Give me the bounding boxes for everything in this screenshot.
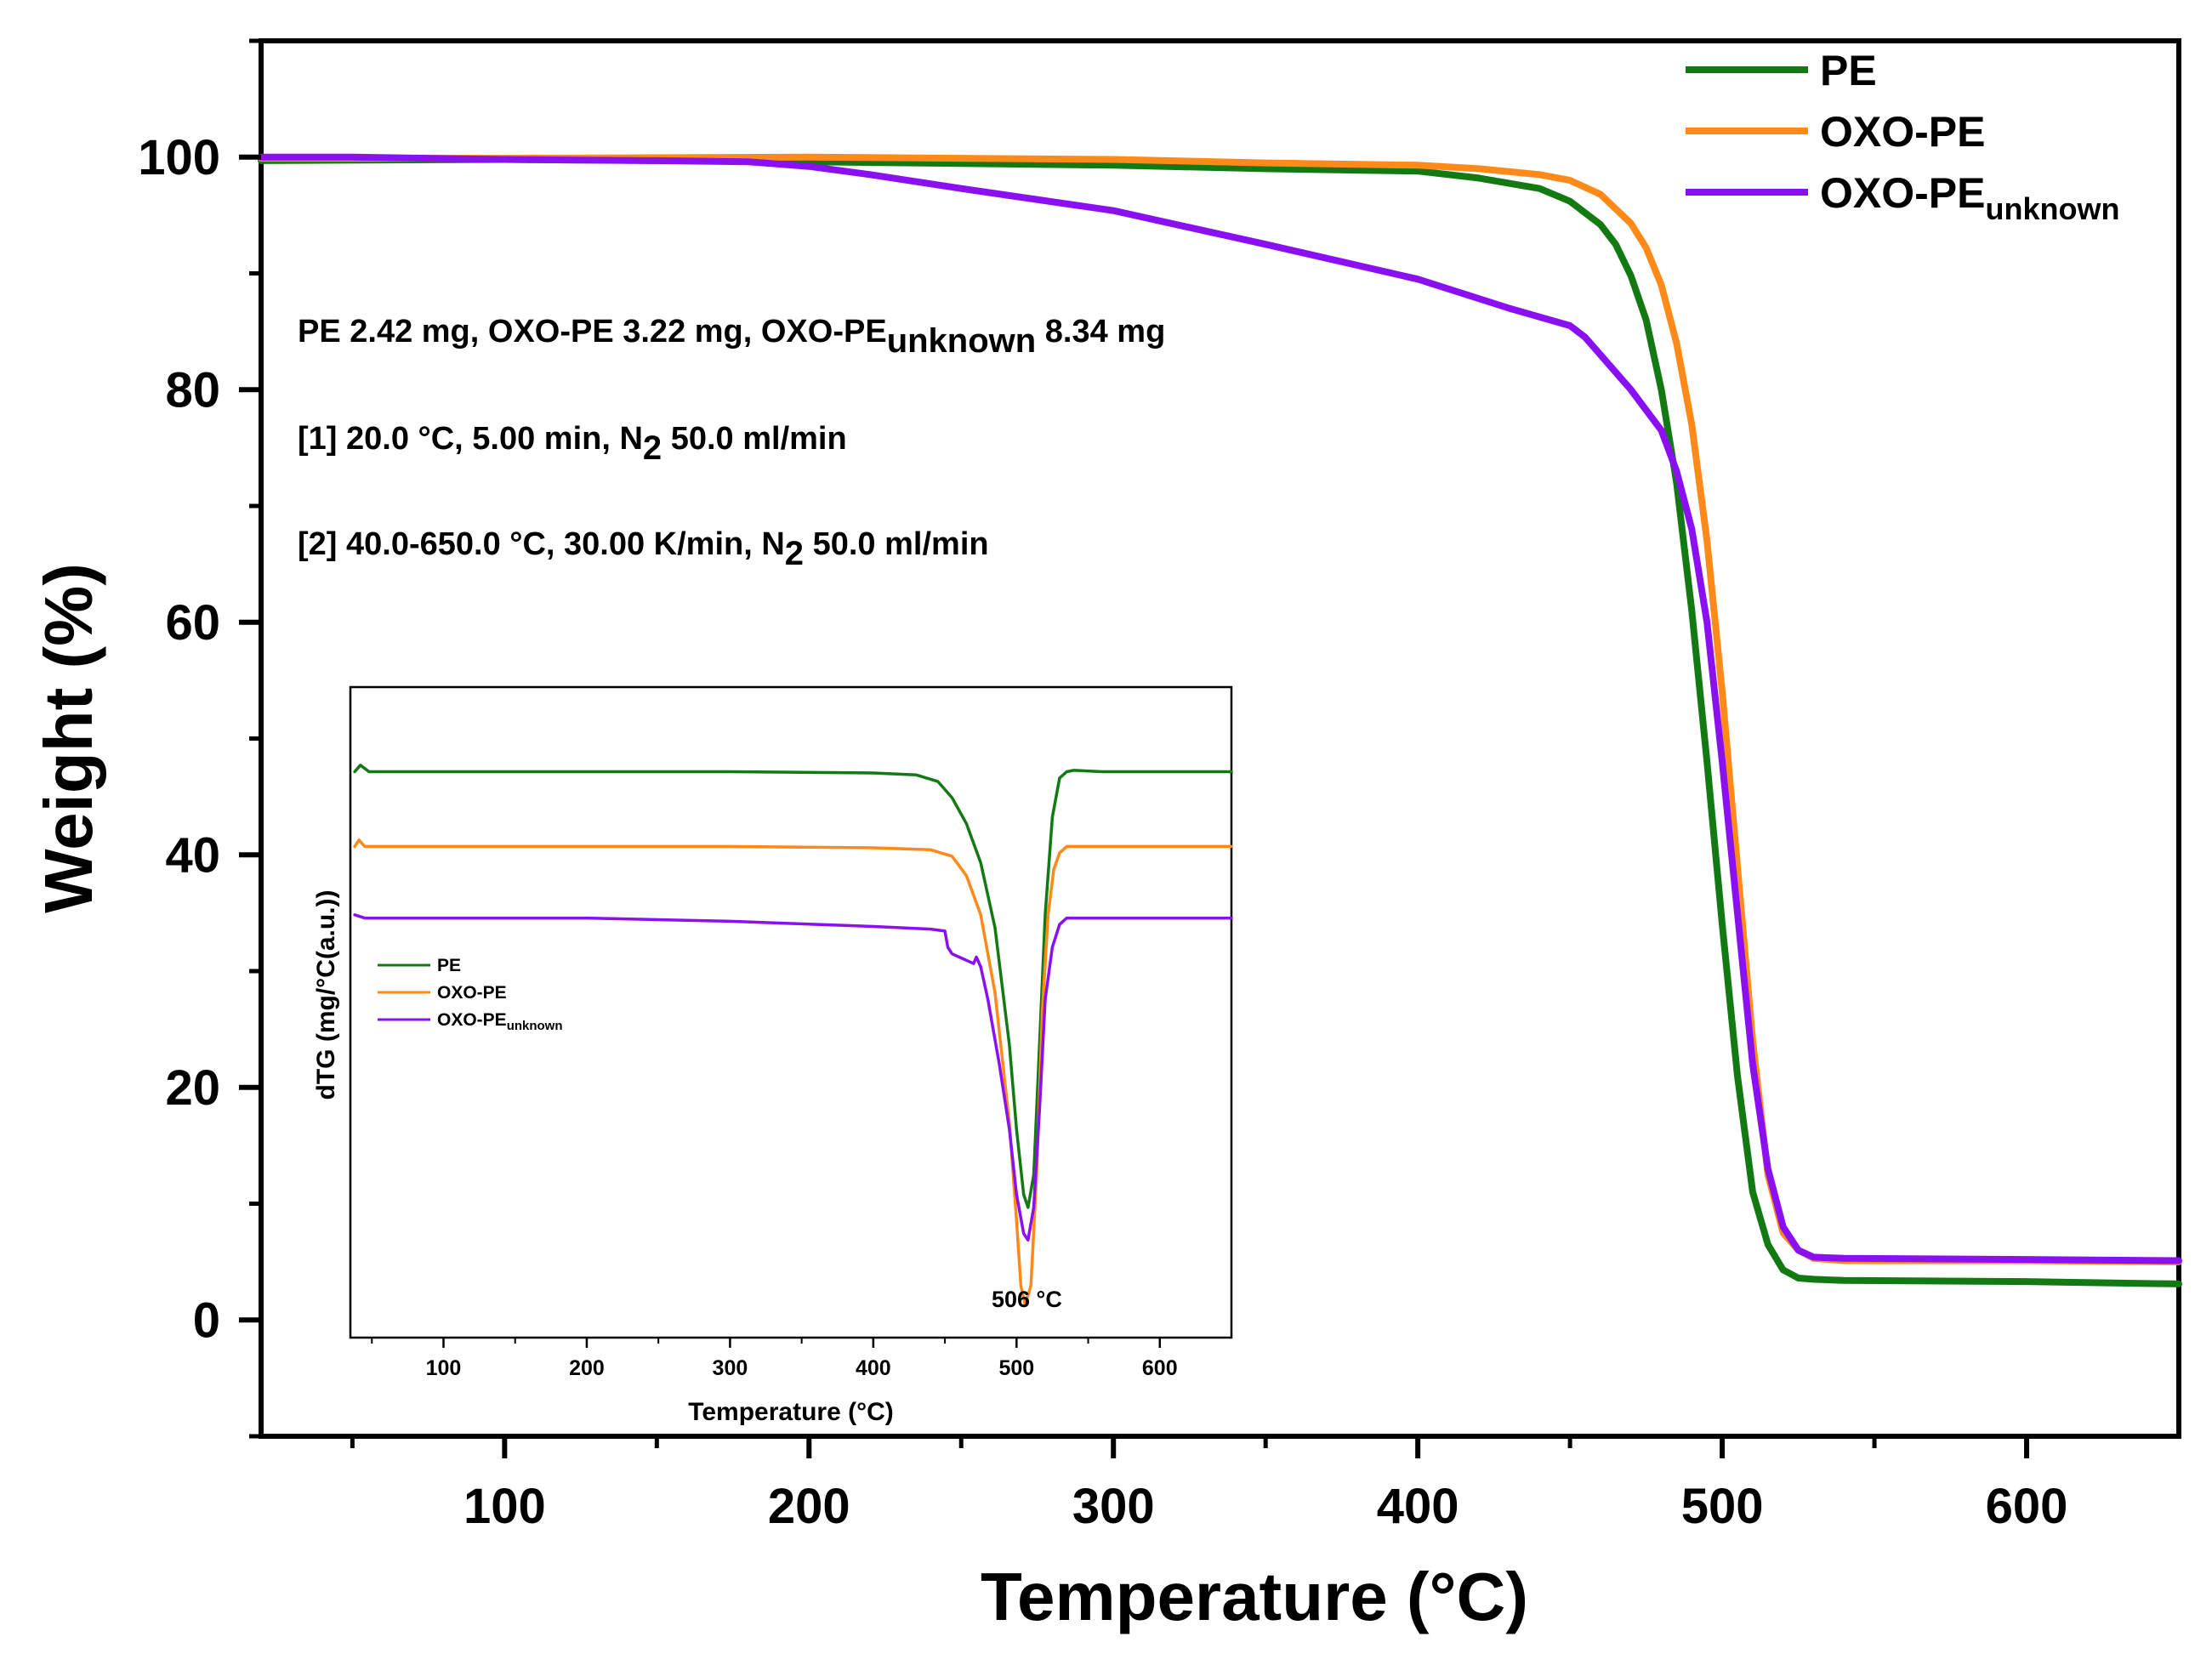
main-x-axis-label: Temperature (°C)	[981, 1559, 1528, 1634]
main-x-tick-label: 100	[463, 1479, 546, 1534]
main-y-axis-label: Weight (%)	[31, 563, 106, 913]
inset-ticks-group: 100 200 300 400 500 600	[371, 1338, 1178, 1380]
inset-y-axis-label: dTG (mg/°C(a.u.))	[312, 890, 340, 1100]
main-annotations: PE 2.42 mg, OXO-PE 3.22 mg, OXO-PEunknow…	[298, 314, 1165, 572]
inset-x-tick-label: 400	[856, 1356, 891, 1380]
main-y-tick-label: 20	[165, 1060, 220, 1116]
annotation-line-1: PE 2.42 mg, OXO-PE 3.22 mg, OXO-PEunknow…	[298, 314, 1165, 360]
annotation-line-2: [1] 20.0 °C, 5.00 min, N2 50.0 ml/min	[298, 421, 847, 467]
main-x-tick-label: 500	[1681, 1479, 1764, 1534]
main-y-tick-label: 80	[165, 362, 220, 418]
legend-label: PE	[1820, 47, 1877, 94]
main-y-tick-label: 0	[193, 1293, 220, 1348]
inset-plot-area	[349, 685, 1233, 1339]
inset-x-tick-label: 100	[426, 1356, 462, 1380]
annotation-line-3: [2] 40.0-650.0 °C, 30.00 K/min, N2 50.0 …	[298, 526, 989, 572]
inset-series-line-pe	[353, 764, 1233, 1209]
main-ticks-group: 100 200 300 400 500 600 0 20 40 60 80 100	[138, 38, 2068, 1534]
main-series-group	[258, 153, 2182, 1287]
main-y-tick-label: 100	[138, 130, 220, 185]
main-x-tick-label: 600	[1986, 1479, 2068, 1534]
main-legend: PE OXO-PE OXO-PEunknown	[1686, 47, 2119, 226]
main-x-tick-label: 400	[1377, 1479, 1459, 1534]
legend-label: OXO-PEunknown	[1820, 169, 2119, 226]
inset-x-axis-label: Temperature (°C)	[688, 1398, 893, 1426]
inset-background	[349, 687, 1231, 1338]
main-x-tick-label: 300	[1072, 1479, 1155, 1534]
main-x-tick-label: 200	[768, 1479, 850, 1534]
main-series-line-oxo-pe_unknown	[258, 153, 2182, 1264]
main-series-line-pe	[258, 156, 2182, 1287]
main-y-tick-label: 60	[165, 595, 220, 651]
inset-x-tick-label: 500	[998, 1356, 1034, 1380]
inset-legend-label: PE	[437, 956, 461, 975]
inset-x-tick-label: 200	[569, 1356, 605, 1380]
inset-peak-label: 506 °C	[992, 1287, 1062, 1312]
inset-x-tick-label: 300	[713, 1356, 748, 1380]
inset-x-tick-label: 600	[1142, 1356, 1178, 1380]
inset-legend-label: OXO-PE	[437, 983, 507, 1003]
main-y-tick-label: 40	[165, 827, 220, 883]
inset-series-group	[353, 764, 1233, 1307]
legend-label: OXO-PE	[1820, 108, 1985, 156]
inset-series-line-oxo-pe_unknown	[353, 913, 1233, 1242]
